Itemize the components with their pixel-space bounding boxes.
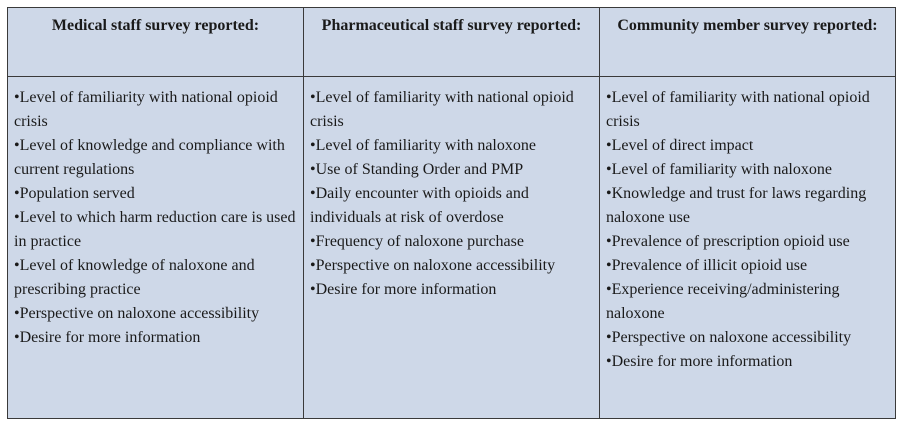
list-item: •Level of familiarity with naloxone <box>310 137 536 154</box>
list-item: •Level of familiarity with national opio… <box>606 89 870 130</box>
list-item: •Level to which harm reduction care is u… <box>14 209 296 250</box>
list-item: •Prevalence of illicit opioid use <box>606 257 808 274</box>
list-item: •Level of knowledge and compliance with … <box>14 137 285 178</box>
community-member-cell: •Level of familiarity with national opio… <box>599 76 896 419</box>
list-item: •Level of knowledge of naloxone and pres… <box>14 257 255 298</box>
medical-staff-cell: •Level of familiarity with national opio… <box>7 76 304 419</box>
list-item: •Level of familiarity with naloxone <box>606 161 832 178</box>
survey-comparison-table: Medical staff survey reported: Pharmaceu… <box>7 7 896 419</box>
list-item: •Level of familiarity with national opio… <box>14 89 278 130</box>
list-item: •Prevalence of prescription opioid use <box>606 233 850 250</box>
list-item: •Level of familiarity with national opio… <box>310 89 574 130</box>
list-item: •Level of direct impact <box>606 137 754 154</box>
list-item: •Desire for more information <box>14 329 201 346</box>
list-item: •Perspective on naloxone accessibility <box>606 329 852 346</box>
list-item: •Perspective on naloxone accessibility <box>310 257 556 274</box>
list-item: •Frequency of naloxone purchase <box>310 233 524 250</box>
header-community-member: Community member survey reported: <box>599 7 896 77</box>
table-body-row: •Level of familiarity with national opio… <box>7 76 896 419</box>
pharmaceutical-staff-cell: •Level of familiarity with national opio… <box>303 76 600 419</box>
list-item: •Population served <box>14 185 135 202</box>
list-item: •Desire for more information <box>606 353 793 370</box>
header-pharmaceutical-staff: Pharmaceutical staff survey reported: <box>303 7 600 77</box>
list-item: •Desire for more information <box>310 281 497 298</box>
list-item: •Knowledge and trust for laws regarding … <box>606 185 867 226</box>
list-item: •Use of Standing Order and PMP <box>310 161 524 178</box>
header-medical-staff: Medical staff survey reported: <box>7 7 304 77</box>
list-item: •Experience receiving/administering nalo… <box>606 281 840 322</box>
table-header-row: Medical staff survey reported: Pharmaceu… <box>7 7 896 77</box>
list-item: •Daily encounter with opioids and indivi… <box>310 185 529 226</box>
list-item: •Perspective on naloxone accessibility <box>14 305 260 322</box>
